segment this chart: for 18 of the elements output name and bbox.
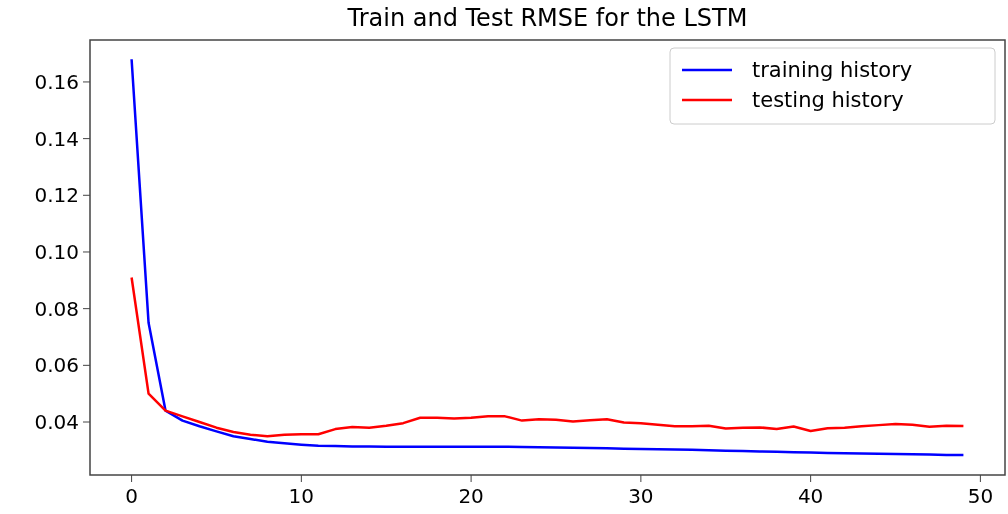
chart-title: Train and Test RMSE for the LSTM bbox=[346, 4, 748, 32]
y-tick-label: 0.16 bbox=[34, 69, 79, 94]
y-tick-label: 0.06 bbox=[34, 353, 79, 378]
y-tick-label: 0.08 bbox=[34, 296, 79, 321]
y-tick-label: 0.04 bbox=[34, 410, 79, 435]
line-series bbox=[130, 276, 965, 438]
y-tick-label: 0.10 bbox=[34, 239, 79, 264]
x-tick-label: 10 bbox=[288, 484, 315, 508]
x-tick-label: 20 bbox=[458, 484, 484, 508]
y-tick-label: 0.14 bbox=[34, 126, 79, 151]
x-tick-label: 30 bbox=[628, 484, 654, 508]
x-tick-label: 0 bbox=[125, 484, 138, 508]
y-tick-label: 0.12 bbox=[34, 183, 79, 208]
legend-label: testing history bbox=[752, 88, 904, 112]
x-tick-label: 40 bbox=[797, 484, 824, 508]
line-series bbox=[130, 58, 965, 457]
x-tick-label: 50 bbox=[967, 484, 994, 508]
legend-label: training history bbox=[752, 58, 913, 82]
